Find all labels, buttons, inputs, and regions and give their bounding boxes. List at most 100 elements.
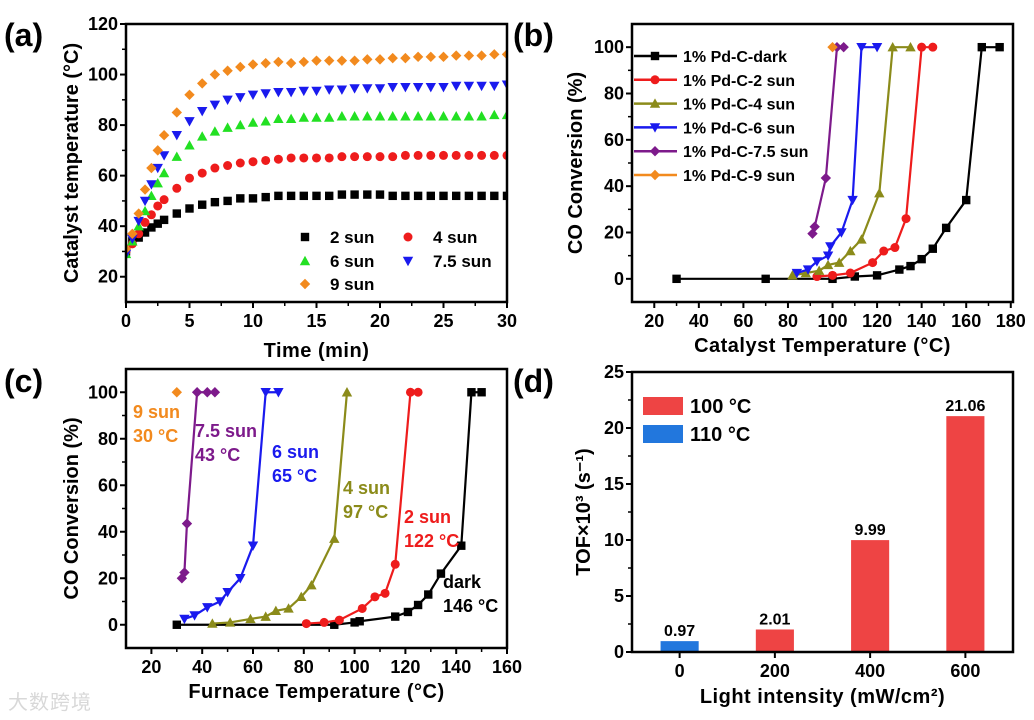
panel-label: (d) bbox=[513, 363, 554, 399]
bar-value-label: 0.97 bbox=[664, 623, 695, 640]
y-tick-label: 25 bbox=[604, 362, 624, 382]
data-point bbox=[822, 259, 834, 270]
panel-label: (b) bbox=[513, 17, 554, 53]
data-point bbox=[197, 131, 208, 141]
data-point bbox=[202, 387, 213, 398]
legend-label: 110 °C bbox=[690, 424, 750, 446]
annotation-label: 4 sun bbox=[343, 478, 390, 498]
data-point bbox=[153, 219, 162, 228]
data-point bbox=[917, 254, 926, 264]
data-point bbox=[140, 228, 150, 237]
data-point bbox=[245, 613, 256, 624]
data-point bbox=[811, 257, 823, 267]
data-point bbox=[209, 100, 221, 111]
legend-label: 4 sun bbox=[433, 228, 477, 247]
data-point bbox=[181, 518, 193, 529]
data-point bbox=[235, 93, 246, 103]
data-point bbox=[451, 81, 462, 92]
data-point bbox=[375, 152, 385, 162]
data-point bbox=[127, 234, 138, 245]
data-point bbox=[298, 86, 309, 97]
series-line bbox=[212, 392, 349, 625]
data-point bbox=[222, 588, 233, 598]
data-point bbox=[334, 615, 344, 625]
data-point bbox=[362, 111, 373, 121]
data-point bbox=[286, 191, 296, 201]
data-point bbox=[283, 603, 294, 613]
data-point bbox=[375, 190, 385, 199]
annotation-label: 9 sun bbox=[133, 402, 180, 422]
data-point bbox=[439, 150, 448, 160]
y-axis-title: Catalyst temperature (°C) bbox=[61, 43, 83, 283]
data-point bbox=[191, 387, 203, 398]
legend-label: 1% Pd-C-dark bbox=[683, 49, 787, 66]
data-point bbox=[184, 89, 195, 100]
data-point bbox=[273, 56, 284, 68]
bar bbox=[660, 641, 699, 652]
data-point bbox=[387, 52, 398, 64]
data-point bbox=[311, 55, 322, 66]
data-point bbox=[285, 113, 297, 123]
data-point bbox=[273, 388, 284, 398]
data-point bbox=[184, 140, 195, 150]
data-point bbox=[235, 61, 246, 73]
series-4-sun bbox=[207, 387, 353, 628]
data-point bbox=[874, 187, 885, 198]
data-point bbox=[847, 195, 858, 206]
axes-frame bbox=[630, 22, 1015, 304]
data-point bbox=[380, 588, 390, 598]
data-point bbox=[223, 196, 232, 206]
x-tick-label: 140 bbox=[907, 311, 937, 331]
x-tick-label: 20 bbox=[141, 657, 161, 677]
annotation-label: 122 °C bbox=[404, 531, 459, 551]
data-point bbox=[438, 51, 449, 63]
x-axis-title: Furnace Temperature (°C) bbox=[188, 681, 444, 703]
x-tick-label: 0 bbox=[675, 661, 685, 681]
data-point bbox=[890, 243, 900, 253]
data-point bbox=[260, 89, 271, 99]
data-point bbox=[879, 246, 889, 256]
data-point bbox=[387, 111, 398, 121]
data-point bbox=[261, 192, 270, 202]
data-point bbox=[171, 387, 182, 398]
series-7-5-sun bbox=[126, 80, 507, 260]
data-point bbox=[388, 152, 398, 162]
annotation-label: 97 °C bbox=[343, 502, 388, 522]
data-point bbox=[299, 191, 308, 201]
data-point bbox=[274, 191, 283, 201]
data-point bbox=[324, 85, 335, 95]
y-tick-label: 60 bbox=[98, 475, 118, 495]
annotation-label: 43 °C bbox=[195, 445, 240, 465]
data-point bbox=[761, 274, 770, 284]
data-point bbox=[787, 270, 798, 280]
data-point bbox=[153, 201, 163, 211]
data-point bbox=[222, 65, 233, 76]
panel-c: (c) 20 40 60 80 100 120 140 160 0 20 40 60 80 100 Furna… bbox=[4, 363, 522, 703]
data-point bbox=[800, 267, 811, 278]
data-point bbox=[235, 574, 246, 584]
data-point bbox=[477, 388, 486, 397]
annotation-label: 2 sun bbox=[404, 507, 451, 527]
panel-b: (b) 20 40 60 80 100 120 140 160 180 0 20 40 60 80 100 Ca… bbox=[513, 17, 1026, 357]
data-point bbox=[349, 55, 360, 66]
legend-label: 1% Pd-C-2 sun bbox=[683, 73, 795, 90]
data-point bbox=[179, 567, 190, 578]
data-point bbox=[261, 155, 271, 165]
legend-label: 1% Pd-C-4 sun bbox=[683, 97, 795, 114]
series-1-pd-c-4-sun bbox=[787, 41, 916, 280]
data-point bbox=[172, 620, 181, 629]
x-tick-label: 140 bbox=[441, 657, 471, 677]
data-point bbox=[362, 84, 373, 94]
plot-area bbox=[660, 416, 985, 652]
y-tick-label: 80 bbox=[604, 84, 624, 104]
x-tick-label: 80 bbox=[778, 311, 798, 331]
data-point bbox=[836, 228, 847, 238]
data-point bbox=[273, 113, 284, 123]
data-point bbox=[298, 56, 309, 68]
data-point bbox=[820, 172, 832, 184]
data-point bbox=[426, 191, 435, 201]
data-point bbox=[350, 618, 359, 627]
data-point bbox=[197, 168, 207, 178]
x-tick-label: 10 bbox=[243, 311, 263, 331]
legend-marker bbox=[649, 98, 661, 108]
